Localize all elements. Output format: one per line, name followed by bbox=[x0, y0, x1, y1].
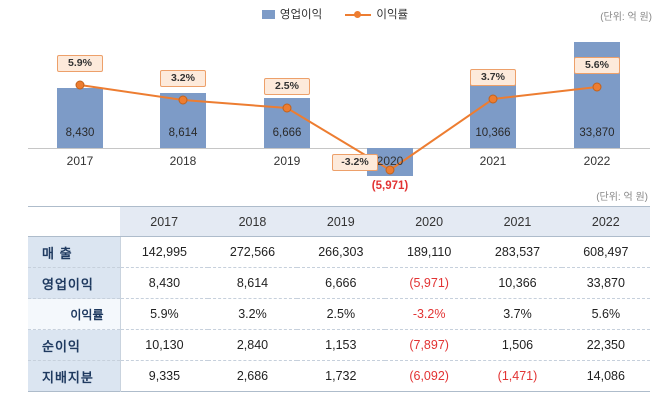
row-label: 지배지분 bbox=[28, 360, 121, 392]
bar-2019 bbox=[264, 98, 310, 148]
chart-unit-label: (단위: 억 원) bbox=[600, 12, 652, 23]
x-axis bbox=[28, 148, 650, 149]
data-cell: 8,430 bbox=[120, 267, 209, 299]
data-cell: 1,153 bbox=[296, 329, 385, 361]
pct-label: 5.9% bbox=[57, 55, 103, 72]
table-unit-label: (단위: 억 원) bbox=[596, 192, 648, 203]
bar-value-label: 6,666 bbox=[272, 127, 302, 139]
data-cell: 2,686 bbox=[208, 360, 297, 392]
year-header: 2020 bbox=[384, 206, 474, 237]
chart-area: 8,430 2017 5.9% 8,614 2018 3.2% 6,666 2019 2.5% (… bbox=[0, 0, 670, 200]
row-label: 이익률 bbox=[28, 298, 121, 330]
table-row: 매 출 142,995 272,566 266,303 189,110 283,537 60… bbox=[28, 236, 650, 268]
chart-legend: 영업이익 이익률 bbox=[0, 6, 670, 22]
pct-label: 5.6% bbox=[574, 57, 620, 74]
data-cell: 14,086 bbox=[561, 360, 650, 392]
row-label: 순이익 bbox=[28, 329, 121, 361]
pct-label: 3.7% bbox=[470, 69, 516, 86]
corner-cell bbox=[28, 206, 120, 237]
year-header: 2017 bbox=[120, 206, 209, 237]
bar-2017 bbox=[57, 88, 103, 148]
x-tick-label: 2017 bbox=[66, 154, 94, 168]
pct-label: 3.2% bbox=[160, 70, 206, 87]
x-tick-label: 2021 bbox=[479, 154, 507, 168]
data-cell: (1,471) bbox=[473, 360, 562, 392]
data-cell: 142,995 bbox=[141, 245, 187, 259]
legend-item-bar: 영업이익 bbox=[261, 6, 323, 22]
data-cell: 2,840 bbox=[208, 329, 297, 361]
bar-value-label: 33,870 bbox=[579, 127, 615, 139]
data-cell: 608,497 bbox=[583, 245, 629, 259]
bar-value-label: 8,430 bbox=[65, 127, 95, 139]
data-cell: 5.6% bbox=[561, 298, 650, 330]
table-row: 이익률 5.9% 3.2% 2.5% -3.2% 3.7% 5.6% bbox=[28, 298, 650, 330]
financial-table-section: (단위: 억 원) 2017 2018 2019 2020 2021 2022 매 출 142… bbox=[0, 188, 670, 392]
year-header: 2019 bbox=[296, 206, 385, 237]
legend-line-label: 이익률 bbox=[376, 9, 409, 21]
data-cell: (7,897) bbox=[384, 329, 474, 361]
data-cell: 272,566 bbox=[229, 245, 276, 259]
data-cell: 3.2% bbox=[208, 298, 297, 330]
pct-label: 2.5% bbox=[264, 78, 310, 95]
data-cell: 9,335 bbox=[120, 360, 209, 392]
row-label: 매 출 bbox=[28, 236, 121, 268]
legend-bar-label: 영업이익 bbox=[279, 9, 323, 21]
data-cell: 8,614 bbox=[208, 267, 297, 299]
data-cell: (6,092) bbox=[384, 360, 474, 392]
data-cell: 189,110 bbox=[407, 245, 452, 259]
data-cell: 6,666 bbox=[296, 267, 385, 299]
pct-label: -3.2% bbox=[332, 154, 378, 171]
data-cell: 266,303 bbox=[318, 245, 364, 259]
x-tick-label: 2018 bbox=[169, 154, 197, 168]
legend-item-line: 이익률 bbox=[345, 6, 408, 22]
data-cell: 283,537 bbox=[494, 245, 541, 259]
data-cell: 2.5% bbox=[296, 298, 385, 330]
operating-profit-chart: 영업이익 이익률 (단위: 억 원) 8,430 2017 5.9% 8,614 201… bbox=[0, 0, 670, 200]
table-header-row: 2017 2018 2019 2020 2021 2022 bbox=[28, 206, 650, 237]
table-row: 지배지분 9,335 2,686 1,732 (6,092) (1,471) 14,086 bbox=[28, 360, 650, 392]
row-label: 영업이익 bbox=[28, 267, 121, 299]
data-cell: 5.9% bbox=[120, 298, 209, 330]
year-header: 2022 bbox=[561, 206, 650, 237]
bar-value-label: (5,971) bbox=[371, 180, 409, 192]
bar-value-label: 10,366 bbox=[475, 127, 511, 139]
data-cell: 33,870 bbox=[561, 267, 650, 299]
table-row: 영업이익 8,430 8,614 6,666 (5,971) 10,366 33,870 bbox=[28, 267, 650, 299]
data-cell: (5,971) bbox=[384, 267, 474, 299]
data-cell: 1,506 bbox=[473, 329, 562, 361]
data-cell: 10,130 bbox=[120, 329, 209, 361]
bar-value-label: 8,614 bbox=[168, 127, 198, 139]
data-cell: -3.2% bbox=[384, 298, 474, 330]
data-cell: 22,350 bbox=[561, 329, 650, 361]
bar-2018 bbox=[160, 93, 206, 148]
data-cell: 3.7% bbox=[473, 298, 562, 330]
data-cell: 10,366 bbox=[473, 267, 562, 299]
year-header: 2021 bbox=[473, 206, 562, 237]
x-tick-label: 2022 bbox=[583, 154, 611, 168]
bar-series-swatch-icon bbox=[261, 9, 275, 19]
x-tick-label: 2019 bbox=[273, 154, 301, 168]
line-series-swatch-icon bbox=[345, 10, 372, 19]
data-cell: 1,732 bbox=[296, 360, 385, 392]
year-header: 2018 bbox=[208, 206, 297, 237]
financial-table: 2017 2018 2019 2020 2021 2022 매 출 142,995 272,56… bbox=[28, 206, 650, 392]
table-row: 순이익 10,130 2,840 1,153 (7,897) 1,506 22,350 bbox=[28, 329, 650, 361]
